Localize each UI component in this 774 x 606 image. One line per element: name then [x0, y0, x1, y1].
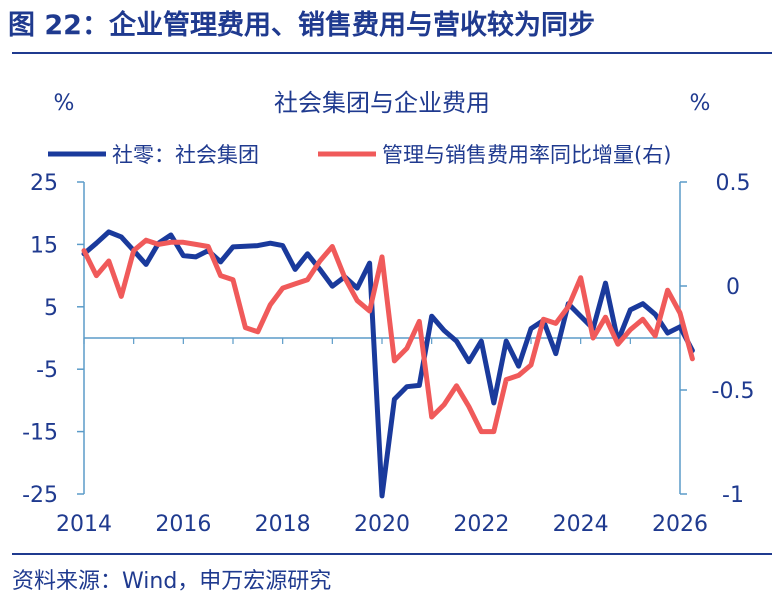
right-tick-label: -0.5 — [712, 379, 755, 404]
title-divider — [12, 52, 772, 54]
right-tick-label: 0.5 — [716, 171, 751, 196]
right-tick-label: -1 — [722, 483, 744, 508]
series-line-social-group — [81, 229, 695, 499]
legend-label-expense-rate: 管理与销售费用率同比增量(右) — [382, 143, 671, 167]
chart-title: 社会集团与企业费用 — [274, 89, 490, 117]
x-tick-label: 2026 — [652, 512, 708, 537]
x-tick-label: 2024 — [553, 512, 609, 537]
x-tick-label: 2020 — [354, 512, 410, 537]
left-tick-label: 15 — [30, 233, 58, 258]
left-tick-label: 5 — [44, 296, 58, 321]
source-note: 资料来源：Wind，申万宏源研究 — [12, 569, 332, 594]
right-axis-unit: % — [690, 91, 711, 116]
left-axis-unit: % — [54, 91, 75, 116]
left-tick-label: -5 — [36, 358, 58, 383]
legend-label-social-group: 社零：社会集团 — [112, 143, 259, 167]
right-tick-label: 0 — [726, 275, 740, 300]
left-tick-label: -25 — [22, 483, 58, 508]
x-tick-label: 2018 — [255, 512, 311, 537]
source-divider — [12, 553, 772, 555]
chart: 25 15 5 -5 -15 -25 0.5 0 -0.5 -1 2014 2016 2018 2020 2… — [22, 89, 755, 537]
x-tick-label: 2016 — [155, 512, 211, 537]
left-tick-label: -15 — [22, 421, 58, 446]
x-tick-label: 2014 — [56, 512, 112, 537]
series-line-expense-rate — [81, 237, 695, 435]
figure-title: 图 22：企业管理费用、销售费用与营收较为同步 — [8, 10, 595, 41]
x-tick-label: 2022 — [453, 512, 509, 537]
left-tick-label: 25 — [30, 171, 58, 196]
